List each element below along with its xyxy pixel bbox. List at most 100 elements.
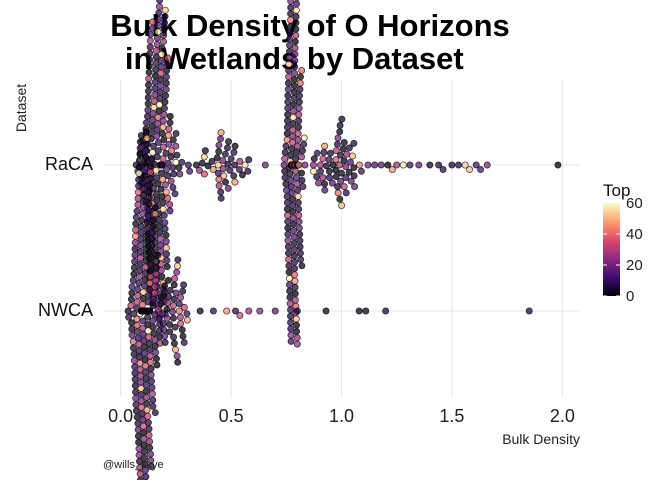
data-point-raca xyxy=(287,318,295,326)
data-point-nwca xyxy=(142,473,150,480)
data-point-nwca xyxy=(157,300,165,308)
data-point-raca xyxy=(144,87,152,95)
data-point-nwca xyxy=(131,382,139,390)
data-point-raca xyxy=(355,161,363,169)
data-point-raca xyxy=(439,165,447,173)
data-point-raca xyxy=(162,188,170,196)
data-point-raca xyxy=(145,75,153,83)
data-point-raca xyxy=(200,170,208,178)
data-point-raca xyxy=(157,76,165,84)
data-point-nwca xyxy=(145,425,153,433)
data-point-raca xyxy=(149,18,157,26)
data-point-raca xyxy=(224,184,232,192)
data-point-raca xyxy=(195,166,203,174)
data-point-nwca xyxy=(127,295,135,303)
data-point-raca xyxy=(342,189,350,197)
data-point-nwca xyxy=(166,286,174,294)
data-point-raca xyxy=(292,25,300,33)
data-point-raca xyxy=(230,148,238,156)
data-point-raca xyxy=(225,138,233,146)
data-point-raca xyxy=(321,180,329,188)
data-point-raca xyxy=(340,138,348,146)
data-point-raca xyxy=(292,148,300,156)
data-point-raca xyxy=(245,156,253,164)
data-point-nwca xyxy=(144,419,152,427)
data-point-nwca xyxy=(179,287,187,295)
data-point-raca xyxy=(291,38,299,46)
data-point-raca xyxy=(161,98,169,106)
data-point-raca xyxy=(144,100,152,108)
data-point-nwca xyxy=(147,450,155,458)
data-point-nwca xyxy=(143,225,151,233)
data-point-nwca xyxy=(137,131,145,139)
data-point-nwca xyxy=(149,396,157,404)
data-point-raca xyxy=(155,21,163,29)
data-point-nwca xyxy=(157,293,165,301)
data-point-raca xyxy=(261,161,269,169)
y-axis-label: Dataset xyxy=(13,84,29,132)
data-point-raca xyxy=(291,271,299,279)
data-point-raca xyxy=(406,161,414,169)
data-point-nwca xyxy=(143,387,151,395)
data-point-raca xyxy=(159,123,167,131)
data-point-raca xyxy=(167,177,175,185)
data-point-raca xyxy=(285,67,293,75)
x-tick-label: 2.0 xyxy=(550,406,575,426)
data-point-raca xyxy=(298,153,306,161)
data-point-nwca xyxy=(159,320,167,328)
data-point-raca xyxy=(162,165,170,173)
data-point-nwca xyxy=(148,235,156,243)
data-point-raca xyxy=(160,104,168,112)
data-point-raca xyxy=(320,148,328,156)
x-tick-label: 1.5 xyxy=(439,406,464,426)
data-point-raca xyxy=(321,186,329,194)
data-point-raca xyxy=(294,142,302,150)
data-point-raca xyxy=(336,161,344,169)
data-point-raca xyxy=(289,120,297,128)
data-point-raca xyxy=(309,161,317,169)
data-point-raca xyxy=(235,165,243,173)
data-point-raca xyxy=(144,81,152,89)
data-point-raca xyxy=(162,92,170,100)
data-point-raca xyxy=(333,140,341,148)
data-point-raca xyxy=(162,244,170,252)
data-point-raca xyxy=(161,12,169,20)
data-point-nwca xyxy=(173,268,181,276)
data-point-raca xyxy=(160,25,168,33)
data-point-nwca xyxy=(144,412,152,420)
data-point-raca xyxy=(164,194,172,202)
data-point-raca xyxy=(164,131,172,139)
data-point-nwca xyxy=(142,153,150,161)
data-point-nwca xyxy=(177,293,185,301)
data-point-nwca xyxy=(146,168,154,176)
data-point-raca xyxy=(294,192,302,200)
data-point-raca xyxy=(285,262,293,270)
data-point-raca xyxy=(295,111,303,119)
data-point-nwca xyxy=(293,307,301,315)
data-point-raca xyxy=(290,252,298,260)
data-point-raca xyxy=(290,82,298,90)
data-point-raca xyxy=(336,121,344,129)
data-point-raca xyxy=(156,82,164,90)
data-point-raca xyxy=(155,3,163,11)
data-point-nwca xyxy=(183,316,191,324)
x-tick-label: 0.5 xyxy=(219,406,244,426)
data-point-raca xyxy=(219,156,227,164)
data-point-raca xyxy=(295,92,303,100)
caption: @wills_skye xyxy=(103,459,164,471)
data-point-raca xyxy=(198,159,206,167)
data-point-nwca xyxy=(271,307,279,315)
data-point-nwca xyxy=(132,388,140,396)
data-point-raca xyxy=(159,38,167,46)
data-point-raca xyxy=(295,224,303,232)
data-point-raca xyxy=(322,162,330,170)
data-point-nwca xyxy=(151,336,159,344)
data-point-raca xyxy=(162,231,170,239)
data-point-raca xyxy=(166,207,174,215)
data-point-raca xyxy=(291,50,299,58)
data-point-nwca xyxy=(153,257,161,265)
data-point-raca xyxy=(336,128,344,136)
legend-tick-label: 40 xyxy=(626,226,643,243)
data-point-raca xyxy=(224,160,232,168)
data-point-raca xyxy=(336,151,344,159)
